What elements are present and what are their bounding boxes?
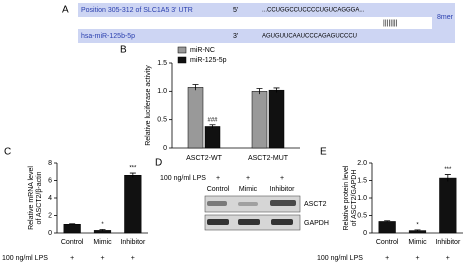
y-tick-label: 0 — [48, 230, 52, 237]
bar — [124, 175, 142, 234]
error-bar — [444, 174, 451, 182]
legend-label: miR-NC — [190, 47, 215, 54]
error-bar — [69, 223, 76, 225]
lps-sign: + — [385, 255, 389, 262]
significance: *** — [444, 167, 452, 173]
row-end: 3' — [233, 33, 238, 40]
legend-swatch — [177, 46, 187, 54]
bar — [204, 126, 221, 149]
bar — [268, 89, 285, 149]
y-tick-label: 0.5 — [357, 212, 367, 219]
lps-sign: + — [216, 175, 220, 182]
y-tick-label: 0 — [163, 145, 167, 152]
significance: * — [416, 222, 419, 228]
error-bar — [192, 84, 199, 91]
lps-sign: + — [100, 255, 104, 262]
blot-band — [238, 219, 260, 225]
y-tick-label: 1.0 — [357, 195, 367, 202]
error-bar — [384, 220, 391, 223]
bar — [251, 91, 268, 149]
blot-band — [271, 219, 293, 225]
row-label: hsa-miR-125b-5p — [81, 33, 135, 40]
lps-label: 100 ng/ml LPS — [160, 175, 206, 182]
y-axis-label: Relative luciferase activity — [145, 65, 152, 146]
panel-letter: B — [120, 45, 127, 56]
bar — [63, 224, 81, 234]
y-tick-label: 2.0 — [357, 160, 367, 167]
bar — [187, 87, 204, 149]
legend-swatch — [177, 56, 187, 64]
significance: ### — [207, 117, 218, 123]
band-label: GAPDH — [304, 220, 329, 227]
x-tick-label: Mimic — [408, 239, 427, 246]
y-tick-label: 0 — [363, 230, 367, 237]
lane-label: Inhibitor — [270, 186, 296, 193]
y-tick-label: 1.0 — [157, 88, 167, 95]
row-end: 5' — [233, 7, 238, 14]
panel-letter: D — [155, 158, 162, 169]
sequence-band — [78, 3, 455, 17]
error-bar — [273, 87, 280, 93]
x-tick-label: ASCT2-WT — [186, 155, 223, 162]
y-axis-label: Relative protein level — [343, 165, 350, 230]
y-tick-label: 1.5 — [357, 177, 367, 184]
lps-label: 100 ng/ml LPS — [317, 255, 363, 262]
x-tick-label: ASCT2-MUT — [248, 155, 289, 162]
bar — [378, 221, 396, 234]
y-tick-label: 4 — [48, 195, 52, 202]
y-axis-label: of ASCT2/β-actin — [36, 171, 43, 224]
bar — [439, 177, 457, 234]
y-tick-label: 1.5 — [157, 60, 167, 67]
y-axis-label: of ASCT2/GAPDH — [351, 170, 358, 227]
lps-sign: + — [415, 255, 419, 262]
blot-band — [207, 219, 229, 225]
site-type: 8mer — [437, 14, 454, 21]
legend-label: miR-125-5p — [190, 57, 227, 64]
lps-sign: + — [280, 175, 284, 182]
significance: * — [101, 222, 104, 228]
panel-letter: C — [4, 147, 11, 158]
pairing: |||||||| — [383, 20, 398, 27]
lps-label: 100 ng/ml LPS — [2, 255, 48, 262]
error-bar — [414, 229, 421, 232]
y-tick-label: 6 — [48, 177, 52, 184]
lane-label: Mimic — [239, 186, 258, 193]
panel-letter: A — [62, 5, 69, 16]
y-axis-label: Relative mRNA level — [28, 166, 35, 230]
sequence: AGUGUUCAAUCCCAGAGUCCCU — [262, 34, 357, 40]
error-bar — [256, 88, 263, 95]
y-tick-label: 0.5 — [157, 117, 167, 124]
sequence-band — [78, 29, 455, 43]
lane-label: Control — [207, 186, 230, 193]
error-bar — [209, 124, 216, 129]
band-label: ASCT2 — [304, 201, 327, 208]
x-tick-label: Inhibitor — [120, 239, 146, 246]
x-tick-label: Control — [376, 239, 399, 246]
blot-band — [238, 202, 258, 206]
lps-sign: + — [446, 255, 450, 262]
sequence: ...CCUGGCCUCCCCUGUCAGGGA... — [262, 8, 365, 14]
blot-band — [207, 201, 227, 206]
significance: *** — [129, 166, 137, 172]
x-tick-label: Inhibitor — [435, 239, 461, 246]
y-tick-label: 2 — [48, 212, 52, 219]
error-bar — [99, 229, 106, 232]
error-bar — [129, 172, 136, 178]
blot-band — [270, 200, 296, 206]
y-tick-label: 8 — [48, 160, 52, 167]
lps-sign: + — [131, 255, 135, 262]
panel-letter: E — [320, 147, 327, 158]
x-tick-label: Control — [61, 239, 84, 246]
site-band — [432, 3, 455, 43]
row-label: Position 305-312 of SLC1A5 3' UTR — [81, 7, 193, 14]
lps-sign: + — [70, 255, 74, 262]
x-tick-label: Mimic — [93, 239, 112, 246]
lps-sign: + — [246, 175, 250, 182]
